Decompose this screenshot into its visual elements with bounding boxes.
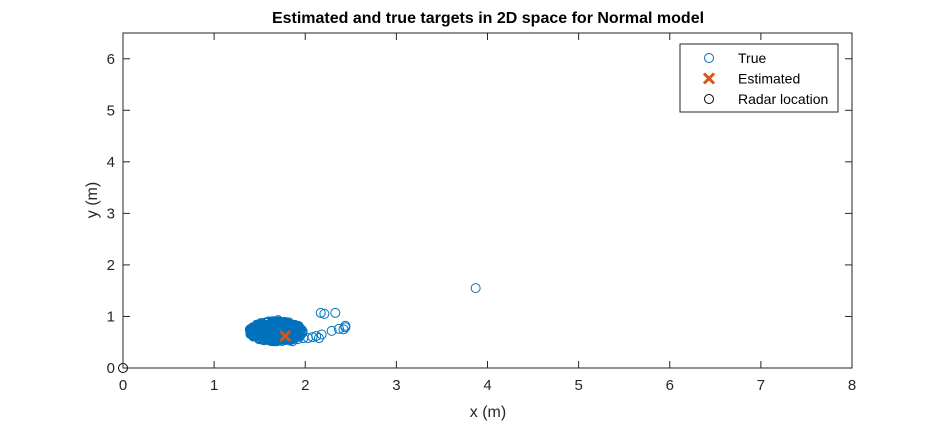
x-tick-label: 6	[666, 377, 674, 394]
x-axis-label: x (m)	[470, 404, 506, 421]
legend-label: True	[738, 50, 766, 66]
true-point	[316, 329, 327, 340]
true-point	[287, 336, 298, 347]
true-cluster-core	[248, 320, 304, 343]
true-point	[313, 333, 324, 344]
true-point	[326, 325, 337, 336]
x-tick-label: 1	[210, 377, 218, 394]
x-tick-label: 8	[848, 377, 856, 394]
x-axis-ticks: 0 1 2 3 4 5 6 7 8	[119, 33, 856, 394]
x-tick-label: 4	[483, 377, 491, 394]
estimated-point	[279, 329, 292, 343]
legend-marker-1	[702, 72, 716, 85]
true-point	[470, 283, 481, 294]
true-point	[319, 308, 330, 319]
legend-marker-2	[704, 94, 714, 104]
true-point	[330, 307, 341, 318]
y-tick-label: 1	[107, 308, 115, 325]
legend-box	[679, 43, 839, 113]
true-point	[340, 320, 351, 331]
x-tick-label: 7	[757, 377, 765, 394]
y-tick-label: 2	[107, 257, 115, 274]
true-point	[292, 334, 303, 345]
true-point	[311, 331, 322, 342]
legend: True Estimated Radar location	[679, 43, 839, 113]
x-tick-label: 2	[301, 377, 309, 394]
true-points-cluster	[244, 316, 308, 347]
true-point	[307, 332, 318, 343]
x-tick-label: 0	[119, 377, 127, 394]
data-points	[118, 283, 481, 373]
y-tick-label: 3	[107, 205, 115, 222]
y-tick-label: 4	[107, 154, 115, 171]
x-tick-label: 3	[392, 377, 400, 394]
legend-marker-0	[704, 53, 714, 63]
y-tick-label: 0	[107, 360, 115, 377]
legend-label: Radar location	[738, 91, 828, 107]
y-axis-label: y (m)	[84, 182, 101, 218]
y-tick-label: 6	[107, 51, 115, 68]
chart-title: Estimated and true targets in 2D space f…	[272, 10, 704, 27]
x-tick-label: 5	[574, 377, 582, 394]
true-point	[315, 307, 326, 318]
y-tick-label: 5	[107, 102, 115, 119]
y-axis-ticks: 0 1 2 3 4 5 6	[107, 51, 852, 377]
true-point	[272, 315, 283, 326]
true-point	[333, 323, 344, 334]
legend-label: Estimated	[738, 71, 800, 87]
